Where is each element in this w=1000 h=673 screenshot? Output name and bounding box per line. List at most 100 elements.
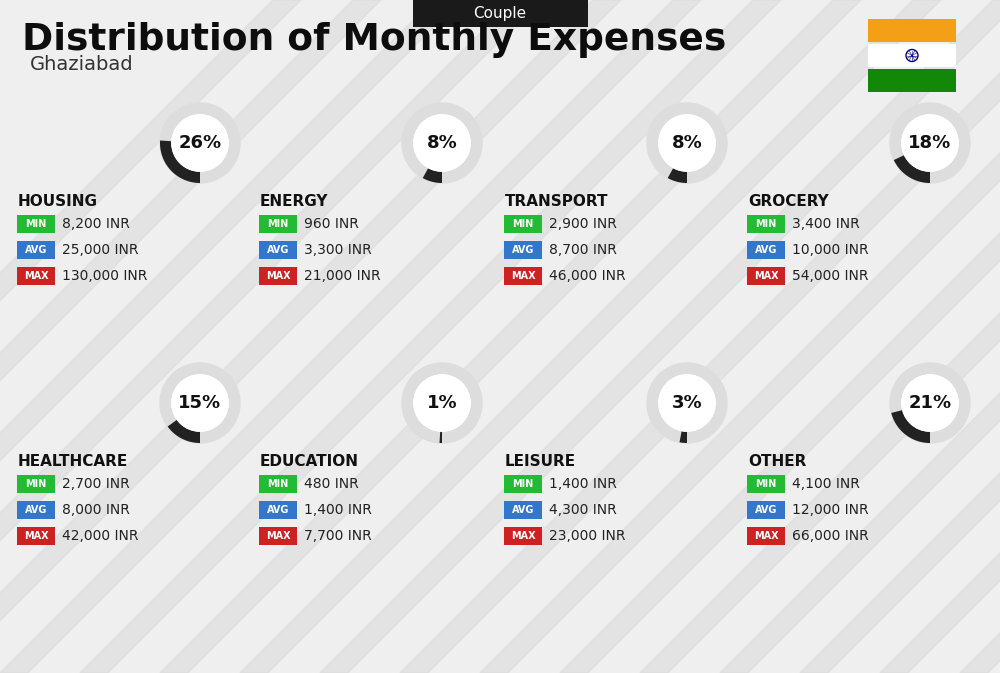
Polygon shape	[423, 168, 442, 183]
FancyBboxPatch shape	[259, 267, 297, 285]
Text: AVG: AVG	[267, 245, 289, 255]
Polygon shape	[800, 0, 1000, 673]
Text: 3%: 3%	[672, 394, 702, 412]
Text: 15%: 15%	[178, 394, 222, 412]
Polygon shape	[480, 0, 1000, 673]
Text: EDUCATION: EDUCATION	[260, 454, 359, 470]
Text: 21,000 INR: 21,000 INR	[304, 269, 381, 283]
Polygon shape	[0, 0, 621, 673]
Text: GROCERY: GROCERY	[748, 194, 829, 209]
Text: Ghaziabad: Ghaziabad	[30, 55, 134, 75]
FancyBboxPatch shape	[868, 44, 956, 67]
Circle shape	[413, 374, 471, 432]
Polygon shape	[160, 0, 861, 673]
FancyBboxPatch shape	[747, 267, 785, 285]
Text: 3,400 INR: 3,400 INR	[792, 217, 860, 231]
Text: ENERGY: ENERGY	[260, 194, 328, 209]
Polygon shape	[0, 0, 381, 673]
Polygon shape	[960, 0, 1000, 673]
FancyBboxPatch shape	[17, 527, 55, 545]
Circle shape	[901, 114, 959, 172]
Text: 4,300 INR: 4,300 INR	[549, 503, 617, 517]
FancyBboxPatch shape	[17, 215, 55, 233]
FancyBboxPatch shape	[868, 69, 956, 92]
Text: 480 INR: 480 INR	[304, 477, 359, 491]
Polygon shape	[0, 0, 541, 673]
FancyBboxPatch shape	[504, 501, 542, 519]
Circle shape	[171, 114, 229, 172]
Text: 8,200 INR: 8,200 INR	[62, 217, 130, 231]
FancyBboxPatch shape	[747, 501, 785, 519]
Polygon shape	[160, 141, 200, 183]
Circle shape	[171, 374, 229, 432]
Circle shape	[901, 374, 959, 432]
FancyBboxPatch shape	[259, 241, 297, 259]
Polygon shape	[640, 0, 1000, 673]
Text: 130,000 INR: 130,000 INR	[62, 269, 147, 283]
Circle shape	[658, 114, 716, 172]
Text: MAX: MAX	[511, 271, 535, 281]
Polygon shape	[240, 0, 941, 673]
FancyBboxPatch shape	[747, 475, 785, 493]
Text: 1,400 INR: 1,400 INR	[549, 477, 617, 491]
Polygon shape	[668, 168, 687, 183]
FancyBboxPatch shape	[504, 241, 542, 259]
Polygon shape	[400, 0, 1000, 673]
Text: 7,700 INR: 7,700 INR	[304, 529, 372, 543]
Text: 8,700 INR: 8,700 INR	[549, 243, 617, 257]
Text: AVG: AVG	[267, 505, 289, 515]
Circle shape	[658, 374, 716, 432]
FancyBboxPatch shape	[504, 215, 542, 233]
Polygon shape	[320, 0, 1000, 673]
Polygon shape	[560, 0, 1000, 673]
Text: MIN: MIN	[267, 479, 289, 489]
FancyBboxPatch shape	[17, 267, 55, 285]
Text: AVG: AVG	[25, 245, 47, 255]
Polygon shape	[880, 0, 1000, 673]
Text: MIN: MIN	[512, 219, 534, 229]
Text: 1%: 1%	[427, 394, 457, 412]
Text: 18%: 18%	[908, 134, 952, 152]
FancyBboxPatch shape	[259, 527, 297, 545]
Text: MAX: MAX	[266, 271, 290, 281]
Circle shape	[901, 374, 959, 432]
Circle shape	[658, 374, 716, 432]
Text: Couple: Couple	[473, 6, 527, 21]
Text: 2,700 INR: 2,700 INR	[62, 477, 130, 491]
Text: 2,900 INR: 2,900 INR	[549, 217, 617, 231]
Text: MIN: MIN	[512, 479, 534, 489]
Text: 46,000 INR: 46,000 INR	[549, 269, 626, 283]
Circle shape	[413, 114, 471, 172]
Text: MAX: MAX	[754, 271, 778, 281]
Polygon shape	[0, 0, 301, 673]
Polygon shape	[0, 0, 461, 673]
Text: 25,000 INR: 25,000 INR	[62, 243, 138, 257]
FancyBboxPatch shape	[17, 475, 55, 493]
Text: MIN: MIN	[25, 479, 47, 489]
FancyBboxPatch shape	[504, 267, 542, 285]
Text: 8%: 8%	[672, 134, 702, 152]
Text: MAX: MAX	[24, 531, 48, 541]
Text: 66,000 INR: 66,000 INR	[792, 529, 869, 543]
Text: MAX: MAX	[511, 531, 535, 541]
Polygon shape	[894, 155, 930, 183]
FancyBboxPatch shape	[17, 241, 55, 259]
Text: MAX: MAX	[266, 531, 290, 541]
FancyBboxPatch shape	[413, 0, 588, 27]
Text: MIN: MIN	[267, 219, 289, 229]
Circle shape	[413, 374, 471, 432]
Text: LEISURE: LEISURE	[505, 454, 576, 470]
Text: MIN: MIN	[755, 479, 777, 489]
Text: OTHER: OTHER	[748, 454, 806, 470]
Text: AVG: AVG	[755, 245, 777, 255]
Text: 26%: 26%	[178, 134, 222, 152]
Text: Distribution of Monthly Expenses: Distribution of Monthly Expenses	[22, 22, 726, 58]
Text: 3,300 INR: 3,300 INR	[304, 243, 372, 257]
Circle shape	[413, 114, 471, 172]
Polygon shape	[680, 431, 687, 443]
Text: AVG: AVG	[25, 505, 47, 515]
Text: 960 INR: 960 INR	[304, 217, 359, 231]
Text: 8,000 INR: 8,000 INR	[62, 503, 130, 517]
FancyBboxPatch shape	[259, 215, 297, 233]
Text: TRANSPORT: TRANSPORT	[505, 194, 608, 209]
